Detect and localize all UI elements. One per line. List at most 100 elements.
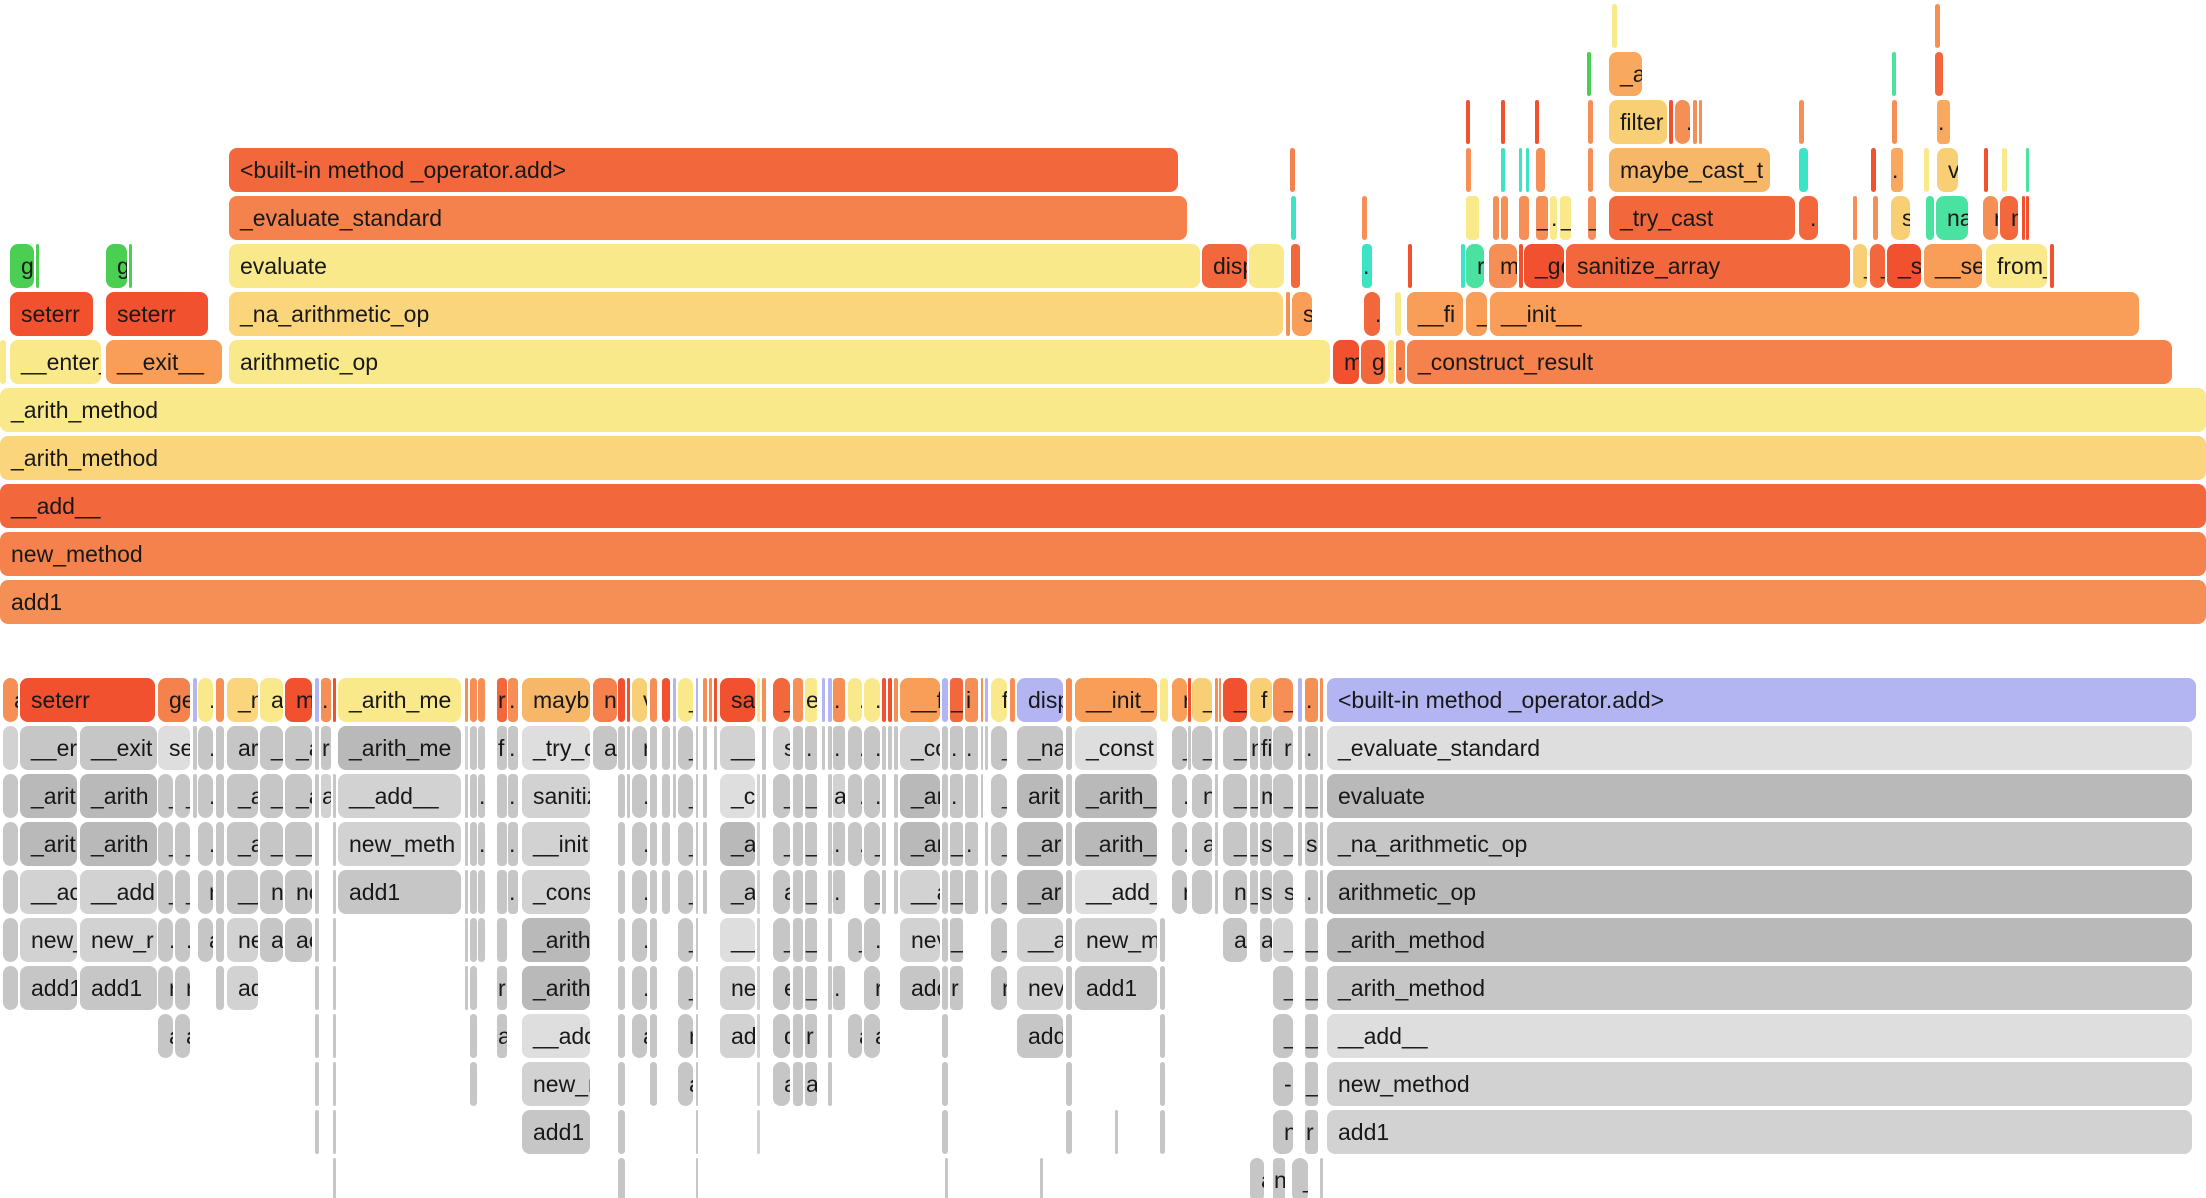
frame-sliver[interactable] xyxy=(618,966,625,1010)
frame-sliver[interactable] xyxy=(822,678,825,722)
frame-sliver[interactable] xyxy=(618,918,625,962)
frame-sliver[interactable] xyxy=(333,870,336,914)
frame-na[interactable]: na xyxy=(1936,196,1968,240)
frame-sliver[interactable]: . xyxy=(198,774,213,818)
frame-r[interactable]: r xyxy=(175,966,190,1010)
frame-sliver[interactable]: _ xyxy=(678,822,693,866)
frame-a[interactable]: a xyxy=(864,1014,880,1058)
frame-sliver[interactable] xyxy=(497,822,507,866)
frame-sliver[interactable] xyxy=(965,774,978,818)
frame-sliver[interactable]: _ xyxy=(678,966,693,1010)
frame-sliver[interactable] xyxy=(650,918,657,962)
frame-a[interactable]: _a xyxy=(720,822,755,866)
frame-sliver[interactable] xyxy=(627,726,630,770)
frame-sliver[interactable] xyxy=(216,678,224,722)
frame-sliver[interactable] xyxy=(478,678,485,722)
frame-s[interactable]: s xyxy=(1273,870,1293,914)
frame-sliver[interactable] xyxy=(3,822,18,866)
frame-n[interactable]: n xyxy=(1273,1158,1285,1198)
frame-arith[interactable]: _arith xyxy=(80,822,157,866)
frame-sliver[interactable] xyxy=(333,774,336,818)
frame-sliver[interactable] xyxy=(1799,100,1804,144)
frame-sliver[interactable]: . xyxy=(198,678,213,722)
frame-r[interactable]: r xyxy=(497,966,507,1010)
frame-add1[interactable]: add1 xyxy=(20,966,77,1010)
frame-r[interactable]: r xyxy=(1305,1110,1318,1154)
frame-sliver[interactable]: . xyxy=(833,870,845,914)
frame-seterr[interactable]: seterr xyxy=(10,292,93,336)
frame-r[interactable]: r xyxy=(321,726,331,770)
frame-sliver[interactable] xyxy=(618,822,625,866)
frame-sliver[interactable]: _ xyxy=(1305,1062,1318,1106)
frame-sliver[interactable] xyxy=(1892,100,1897,144)
frame-sliver[interactable]: _ xyxy=(991,918,1007,962)
frame-sliver[interactable]: . xyxy=(632,822,647,866)
frame-r[interactable]: r xyxy=(805,1014,817,1058)
frame-a[interactable]: _a xyxy=(227,774,258,818)
frame-n[interactable]: n xyxy=(2000,196,2018,240)
frame-sliver[interactable] xyxy=(703,822,707,866)
frame-sliver[interactable] xyxy=(1873,196,1878,240)
frame-m[interactable]: m xyxy=(1260,774,1272,818)
frame-try-cast[interactable]: _try_cast xyxy=(1609,196,1795,240)
frame-sliver[interactable]: . xyxy=(833,822,845,866)
frame-arith[interactable]: _arith_ xyxy=(1075,822,1157,866)
frame-sliver[interactable] xyxy=(1669,100,1673,144)
frame-sliver[interactable] xyxy=(2026,196,2029,240)
frame-sliver[interactable] xyxy=(1892,52,1896,96)
frame-sliver[interactable] xyxy=(757,918,760,962)
frame-a[interactable]: _a xyxy=(285,726,312,770)
frame-sliver[interactable] xyxy=(1388,340,1394,384)
frame-sliver[interactable]: _ xyxy=(848,918,862,962)
frame-sliver[interactable]: _ xyxy=(864,822,880,866)
frame-sliver[interactable] xyxy=(696,966,698,1010)
frame-s[interactable]: _s xyxy=(1887,244,1921,288)
frame-sliver[interactable] xyxy=(3,870,18,914)
frame-sliver[interactable] xyxy=(757,1014,760,1058)
frame-sliver[interactable]: _ xyxy=(678,870,693,914)
frame-sliver[interactable]: _ xyxy=(1273,918,1293,962)
frame-sliver[interactable] xyxy=(703,726,707,770)
frame-sliver[interactable] xyxy=(762,774,766,818)
frame-add[interactable]: add xyxy=(1017,1014,1063,1058)
frame-sliver[interactable]: _ xyxy=(260,774,283,818)
frame-sanitize-array[interactable]: sanitize_array xyxy=(1566,244,1850,288)
frame-sliver[interactable] xyxy=(650,1014,657,1058)
frame-a[interactable]: a xyxy=(158,1014,173,1058)
frame-a[interactable]: _a xyxy=(1223,774,1247,818)
frame-maybe-cast-t[interactable]: maybe_cast_t xyxy=(1609,148,1770,192)
frame-a[interactable]: _a xyxy=(1223,726,1247,770)
frame-sliver[interactable] xyxy=(36,244,39,288)
frame-add[interactable]: add xyxy=(900,966,940,1010)
frame-sliver[interactable] xyxy=(882,774,886,818)
frame-sliver[interactable]: . xyxy=(632,774,647,818)
frame-sliver[interactable] xyxy=(315,1110,319,1154)
frame-sliver[interactable] xyxy=(129,244,132,288)
frame-g[interactable]: g xyxy=(106,244,127,288)
frame-sliver[interactable] xyxy=(1298,678,1302,722)
frame-sliver[interactable] xyxy=(1935,4,1940,48)
frame-sliver[interactable]: _ xyxy=(1588,196,1596,240)
frame-sliver[interactable] xyxy=(193,774,197,818)
frame-sliver[interactable] xyxy=(793,966,803,1010)
frame-seterr[interactable]: seterr xyxy=(20,678,155,722)
frame-n[interactable]: n xyxy=(260,870,283,914)
frame-sliver[interactable] xyxy=(1501,196,1508,240)
frame-sliver[interactable] xyxy=(662,726,670,770)
frame-sliver[interactable] xyxy=(1320,678,1323,722)
frame-sliver[interactable] xyxy=(1160,966,1165,1010)
frame-sliver[interactable]: . xyxy=(632,966,647,1010)
frame-sliver[interactable]: _ xyxy=(158,870,173,914)
frame-sliver[interactable] xyxy=(662,822,670,866)
frame-sliver[interactable] xyxy=(793,726,803,770)
frame-sliver[interactable] xyxy=(478,726,485,770)
frame-sliver[interactable] xyxy=(497,918,507,962)
frame-ac[interactable]: __ac xyxy=(20,870,77,914)
frame-a[interactable]: a xyxy=(632,1014,647,1058)
frame-sliver[interactable]: . xyxy=(632,918,647,962)
frame-sliver[interactable] xyxy=(1466,148,1471,192)
frame-sliver[interactable] xyxy=(315,822,319,866)
frame-sliver[interactable]: . xyxy=(833,726,845,770)
frame-sliver[interactable]: - xyxy=(1273,1062,1293,1106)
frame-sliver[interactable] xyxy=(985,726,988,770)
